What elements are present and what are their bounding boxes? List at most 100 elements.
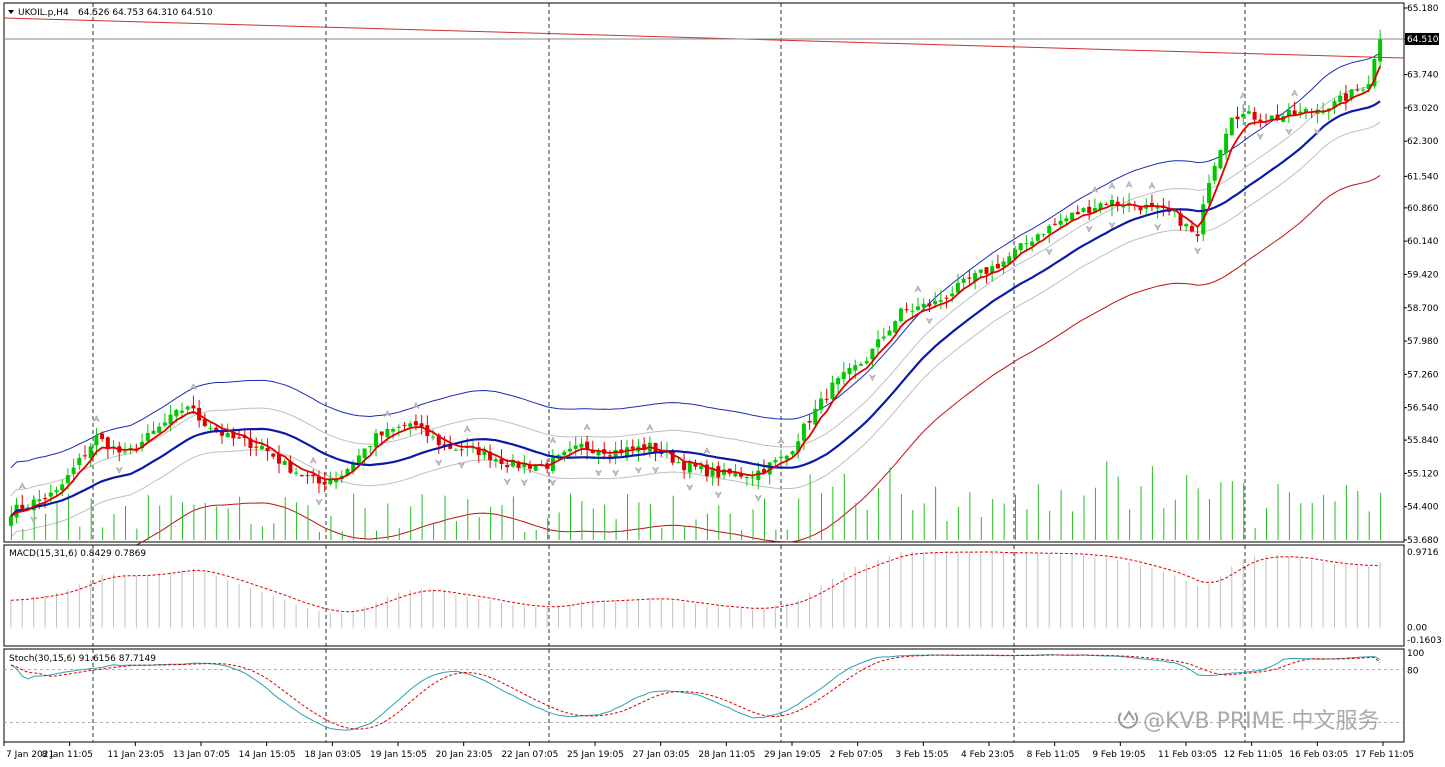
candle: [973, 270, 978, 290]
candle-body: [83, 455, 87, 457]
candle-body: [995, 263, 1000, 269]
macd-grid: [92, 545, 1246, 646]
time-tick-label: 19 Jan 15:05: [370, 750, 427, 760]
price-tick-label: 63.740: [1407, 71, 1439, 81]
candle-body: [938, 300, 943, 302]
watermark-logo-icon: [1118, 710, 1138, 729]
candle: [374, 429, 378, 457]
candle: [870, 348, 875, 369]
candle-body: [345, 468, 350, 476]
price-tick-label: 62.300: [1407, 137, 1439, 147]
macd-label: MACD(15,31,6) 0.8429 0.7869: [9, 549, 146, 559]
candle-body: [8, 516, 13, 526]
volume-bar: [1323, 494, 1325, 540]
candle: [841, 362, 846, 385]
candle-body: [859, 364, 863, 366]
volume-bar: [832, 486, 834, 540]
volume-bar: [592, 508, 594, 540]
candle-body: [1184, 224, 1189, 227]
candle: [185, 405, 190, 413]
candle-body: [819, 398, 823, 410]
candle-body: [876, 339, 881, 348]
candle: [1115, 196, 1120, 212]
candle-body: [180, 410, 184, 413]
candle-body: [1338, 95, 1343, 102]
candle: [254, 437, 259, 457]
time-tick-label: 11 Feb 03:05: [1158, 750, 1217, 760]
price-badge-text: 64.510: [1407, 35, 1439, 45]
candle: [579, 437, 584, 456]
candle-body: [710, 468, 715, 477]
stoch-panel[interactable]: Stoch(30,15,6) 91.6156 87.7149: [3, 648, 1405, 743]
candle: [488, 444, 493, 468]
macd-tick-label: 0.00: [1407, 624, 1427, 634]
macd-panel[interactable]: MACD(15,31,6) 0.8429 0.7869: [3, 544, 1405, 647]
candle: [568, 441, 572, 460]
candle-body: [1304, 109, 1308, 113]
candle: [550, 449, 555, 474]
menu-triangle-icon[interactable]: [8, 10, 14, 14]
candle: [790, 450, 795, 458]
volume-bar: [159, 505, 161, 540]
fractal-up-arrow: [646, 423, 654, 431]
candle: [1087, 199, 1092, 221]
price-tick-label: 60.140: [1407, 237, 1439, 247]
macd-panel-frame: [3, 544, 1405, 647]
price-tick-label: 54.400: [1407, 503, 1439, 513]
envelope-upper-line: [10, 80, 1381, 496]
volume-bar: [1209, 499, 1210, 540]
ma-slow-line: [10, 100, 1381, 518]
candle-body: [368, 446, 373, 448]
time-tick-label: 16 Feb 03:05: [1289, 750, 1348, 760]
ma-fast-line: [10, 65, 1381, 518]
candle: [630, 439, 635, 456]
volume-bar: [353, 493, 355, 540]
candle: [145, 424, 150, 442]
candle-body: [1035, 234, 1040, 241]
candle: [334, 471, 339, 489]
macd-signal-line: [10, 551, 1381, 613]
stoch-tick-label: 100: [1407, 649, 1424, 659]
candle-body: [453, 449, 458, 451]
main-panel[interactable]: UKOIL.p,H4 64.526 64.753 64.310 64.510: [3, 2, 1405, 591]
candle-body: [1224, 133, 1229, 153]
candle: [904, 302, 909, 313]
candle: [990, 260, 995, 282]
candle: [1286, 103, 1291, 123]
candle-body: [151, 430, 156, 435]
candle: [191, 395, 196, 415]
candle-body: [48, 492, 53, 497]
candle-body: [202, 419, 207, 426]
candle: [887, 325, 892, 336]
volume-bar: [878, 488, 880, 540]
volume-bar: [227, 508, 229, 540]
macd-tick-label: -0.1603: [1407, 636, 1442, 646]
volume-bar: [843, 474, 845, 540]
volume-bar: [1015, 494, 1016, 540]
candle: [1298, 102, 1303, 118]
symbol-label: UKOIL.p,H4: [18, 8, 69, 18]
candle-body: [528, 464, 532, 469]
volume-bar: [1243, 483, 1245, 540]
fractal-up-arrow: [463, 425, 471, 433]
candle: [493, 456, 498, 468]
time-tick-label: 12 Feb 11:05: [1224, 750, 1283, 760]
candle-body: [214, 427, 219, 431]
volume-bar: [136, 528, 138, 540]
volume-bar: [1311, 502, 1313, 540]
candle: [955, 273, 960, 295]
volume-bar: [912, 510, 914, 540]
trendline[interactable]: [3, 17, 1405, 59]
candle-body: [71, 467, 76, 474]
candle-body: [704, 464, 709, 477]
candle: [442, 436, 447, 451]
candle: [1218, 149, 1223, 170]
volume-bar: [330, 515, 332, 540]
candle-body: [653, 443, 658, 453]
candle: [368, 445, 373, 455]
fractal-down-arrow: [754, 494, 762, 502]
volume-bar: [56, 501, 58, 540]
candle-body: [1343, 93, 1348, 101]
price-axis[interactable]: 65.180 63.740 63.020 62.300 61.540 60.860 60.1…: [1404, 4, 1439, 546]
